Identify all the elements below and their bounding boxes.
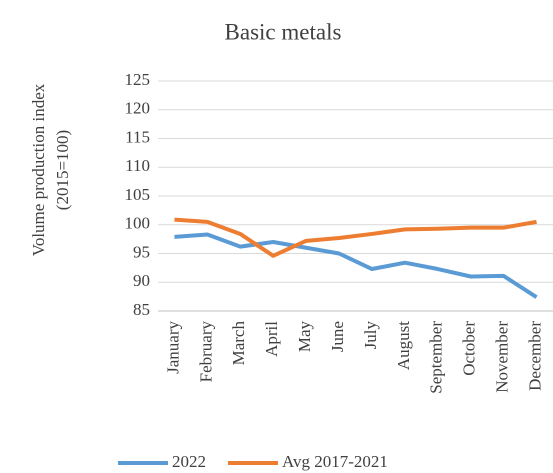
y-tick-label: 90 (133, 271, 150, 290)
x-tick-label: October (460, 321, 479, 376)
legend-label: Avg 2017-2021 (282, 452, 388, 471)
series-line (174, 232, 538, 299)
x-tick-label: April (262, 321, 281, 357)
y-tick-label: 100 (125, 214, 151, 233)
x-tick-label: June (328, 321, 347, 352)
y-tick-label: 105 (125, 185, 151, 204)
y-tick-label: 120 (125, 99, 151, 118)
y-axis-label: (2015=100) (53, 130, 72, 210)
x-tick-label: November (493, 321, 512, 393)
x-tick-label: September (427, 321, 446, 394)
x-tick-label: January (163, 321, 182, 374)
y-tick-label: 115 (125, 127, 150, 146)
x-tick-label: February (196, 321, 215, 383)
chart-title: Basic metals (225, 19, 342, 44)
x-tick-label: July (361, 321, 380, 350)
y-axis-label: Volume production index (29, 83, 48, 256)
series-line (174, 217, 537, 258)
x-tick-label: December (525, 321, 544, 391)
y-tick-label: 125 (125, 70, 151, 89)
legend-label: 2022 (172, 452, 206, 471)
y-tick-label: 85 (133, 300, 150, 319)
y-tick-label: 110 (125, 156, 150, 175)
y-tick-label: 95 (133, 242, 150, 261)
x-tick-label: August (394, 321, 413, 370)
x-tick-label: May (295, 321, 314, 353)
x-tick-label: March (229, 321, 248, 366)
